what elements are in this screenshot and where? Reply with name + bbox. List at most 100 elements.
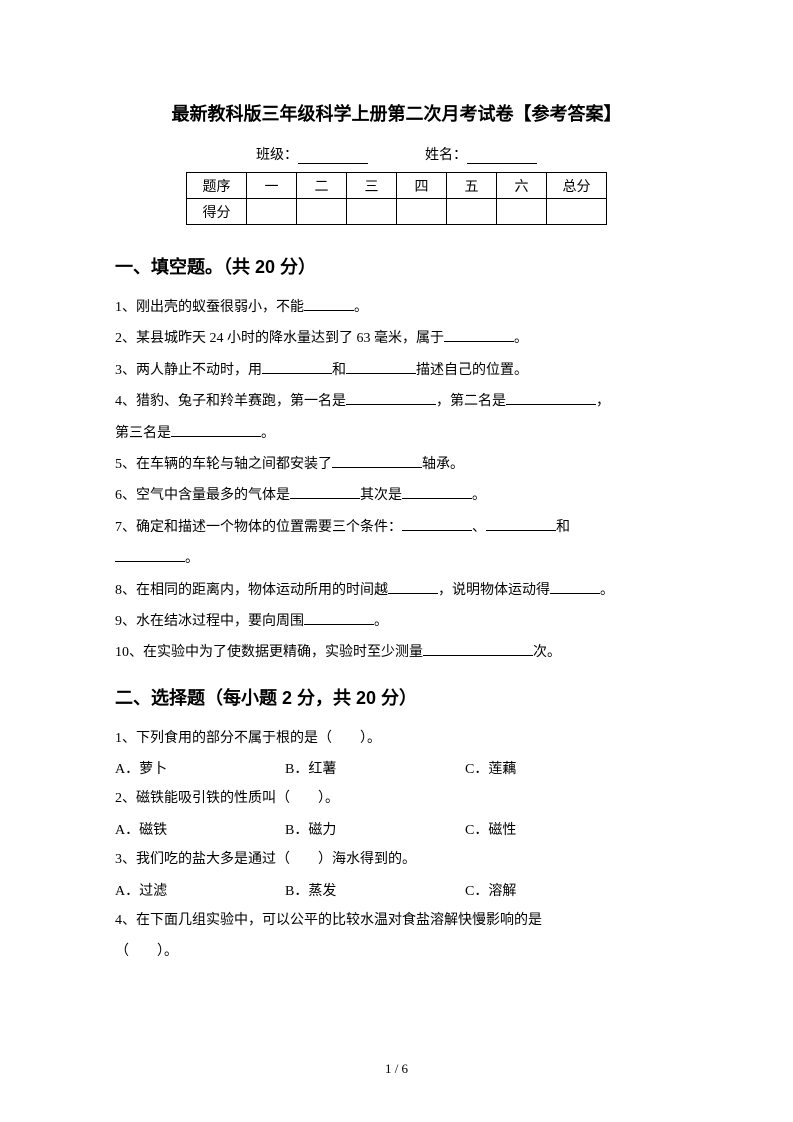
fill-blank[interactable] — [506, 391, 596, 405]
fill-blank[interactable] — [402, 485, 472, 499]
cell-col-3: 三 — [347, 173, 397, 199]
choice-b[interactable]: B．红薯 — [285, 755, 465, 784]
q-text: 3、两人静止不动时，用 — [115, 363, 262, 378]
fill-q6: 6、空气中含量最多的气体是 其次是 。 — [115, 481, 678, 510]
choice-q1-options: A．萝卜 B．红薯 C．莲藕 — [115, 755, 678, 784]
q-text: 2、某县城昨天 24 小时的降水量达到了 63 毫米，属于 — [115, 331, 444, 346]
choice-c[interactable]: C．溶解 — [465, 877, 678, 906]
choice-a[interactable]: A．磁铁 — [115, 816, 285, 845]
cell-seq-label: 题序 — [187, 173, 247, 199]
fill-q5: 5、在车辆的车轮与轴之间都安装了 轴承。 — [115, 450, 678, 479]
choice-a[interactable]: A．过滤 — [115, 877, 285, 906]
choice-q2: 2、磁铁能吸引铁的性质叫（ ）。 — [115, 784, 678, 813]
fill-blank[interactable] — [444, 328, 514, 342]
q-text: 。 — [374, 614, 388, 629]
fill-q8: 8、在相同的距离内，物体运动所用的时间越 ，说明物体运动得 。 — [115, 576, 678, 605]
q-text: ，第二名是 — [436, 394, 506, 409]
q-text: 其次是 — [360, 488, 402, 503]
table-row: 题序 一 二 三 四 五 六 总分 — [187, 173, 607, 199]
fill-q10: 10、在实验中为了使数据更精确，实验时至少测量 次。 — [115, 638, 678, 667]
class-label: 班级： — [256, 148, 298, 163]
cell-score-6[interactable] — [497, 199, 547, 225]
fill-blank[interactable] — [171, 423, 261, 437]
table-row: 得分 — [187, 199, 607, 225]
cell-total-label: 总分 — [547, 173, 607, 199]
fill-blank[interactable] — [262, 360, 332, 374]
fill-blank[interactable] — [346, 360, 416, 374]
q-text: 9、水在结冰过程中，要向周围 — [115, 614, 304, 629]
q-text: ，说明物体运动得 — [438, 583, 550, 598]
exam-title: 最新教科版三年级科学上册第二次月考试卷【参考答案】 — [115, 100, 678, 126]
q-text: 和 — [332, 363, 346, 378]
section-2-heading: 二、选择题（每小题 2 分，共 20 分） — [115, 684, 678, 710]
q-text: 。 — [354, 300, 368, 315]
cell-score-1[interactable] — [247, 199, 297, 225]
fill-q7-line2: 。 — [115, 544, 678, 573]
fill-blank[interactable] — [402, 517, 472, 531]
q-text: 第三名是 — [115, 426, 171, 441]
choice-a[interactable]: A．萝卜 — [115, 755, 285, 784]
name-blank[interactable] — [467, 150, 537, 164]
q-text: 、 — [472, 520, 486, 535]
cell-col-4: 四 — [397, 173, 447, 199]
q-text: 。 — [514, 331, 528, 346]
cell-score-total[interactable] — [547, 199, 607, 225]
cell-score-2[interactable] — [297, 199, 347, 225]
q-text: 4、猎豹、兔子和羚羊赛跑，第一名是 — [115, 394, 346, 409]
fill-blank[interactable] — [304, 297, 354, 311]
section-1-heading: 一、填空题。（共 20 分） — [115, 253, 678, 279]
choice-q1: 1、下列食用的部分不属于根的是（ ）。 — [115, 724, 678, 753]
cell-col-6: 六 — [497, 173, 547, 199]
fill-blank[interactable] — [115, 548, 185, 562]
cell-col-1: 一 — [247, 173, 297, 199]
choice-q4-line1: 4、在下面几组实验中，可以公平的比较水温对食盐溶解快慢影响的是 — [115, 906, 678, 935]
q-text: 7、确定和描述一个物体的位置需要三个条件： — [115, 520, 402, 535]
class-blank[interactable] — [298, 150, 368, 164]
cell-score-3[interactable] — [347, 199, 397, 225]
q-text: 轴承。 — [422, 457, 464, 472]
choice-q4-line2: （ ）。 — [115, 937, 678, 966]
fill-q7: 7、确定和描述一个物体的位置需要三个条件： 、 和 — [115, 513, 678, 542]
q-text: 。 — [472, 488, 486, 503]
fill-blank[interactable] — [304, 611, 374, 625]
fill-q3: 3、两人静止不动时，用 和 描述自己的位置。 — [115, 356, 678, 385]
cell-col-2: 二 — [297, 173, 347, 199]
q-text: ， — [596, 394, 610, 409]
q-text: 和 — [556, 520, 570, 535]
q-text: 次。 — [533, 645, 561, 660]
fill-blank[interactable] — [346, 391, 436, 405]
q-text: 。 — [185, 551, 199, 566]
cell-col-5: 五 — [447, 173, 497, 199]
name-label: 姓名： — [425, 148, 467, 163]
page-number: 1 / 6 — [0, 1061, 793, 1077]
cell-score-4[interactable] — [397, 199, 447, 225]
fill-q4: 4、猎豹、兔子和羚羊赛跑，第一名是 ，第二名是 ， — [115, 387, 678, 416]
choice-c[interactable]: C．磁性 — [465, 816, 678, 845]
q-text: 。 — [600, 583, 614, 598]
choice-q2-options: A．磁铁 B．磁力 C．磁性 — [115, 816, 678, 845]
choice-b[interactable]: B．磁力 — [285, 816, 465, 845]
fill-blank[interactable] — [550, 580, 600, 594]
fill-blank[interactable] — [486, 517, 556, 531]
choice-q3: 3、我们吃的盐大多是通过（ ）海水得到的。 — [115, 845, 678, 874]
q-text: 10、在实验中为了使数据更精确，实验时至少测量 — [115, 645, 423, 660]
choice-c[interactable]: C．莲藕 — [465, 755, 678, 784]
score-table: 题序 一 二 三 四 五 六 总分 得分 — [186, 172, 607, 225]
q-text: 8、在相同的距离内，物体运动所用的时间越 — [115, 583, 388, 598]
q-text: 5、在车辆的车轮与轴之间都安装了 — [115, 457, 332, 472]
q-text: 1、刚出壳的蚁蚕很弱小，不能 — [115, 300, 304, 315]
cell-score-5[interactable] — [447, 199, 497, 225]
fill-blank[interactable] — [332, 454, 422, 468]
q-text: 6、空气中含量最多的气体是 — [115, 488, 290, 503]
cell-score-label: 得分 — [187, 199, 247, 225]
q-text: 描述自己的位置。 — [416, 363, 528, 378]
fill-blank[interactable] — [423, 642, 533, 656]
fill-q4-line2: 第三名是。 — [115, 419, 678, 448]
choice-b[interactable]: B．蒸发 — [285, 877, 465, 906]
fill-q2: 2、某县城昨天 24 小时的降水量达到了 63 毫米，属于 。 — [115, 324, 678, 353]
fill-blank[interactable] — [388, 580, 438, 594]
choice-q3-options: A．过滤 B．蒸发 C．溶解 — [115, 877, 678, 906]
fill-blank[interactable] — [290, 485, 360, 499]
class-name-row: 班级： 姓名： — [115, 144, 678, 164]
fill-q1: 1、刚出壳的蚁蚕很弱小，不能 。 — [115, 293, 678, 322]
